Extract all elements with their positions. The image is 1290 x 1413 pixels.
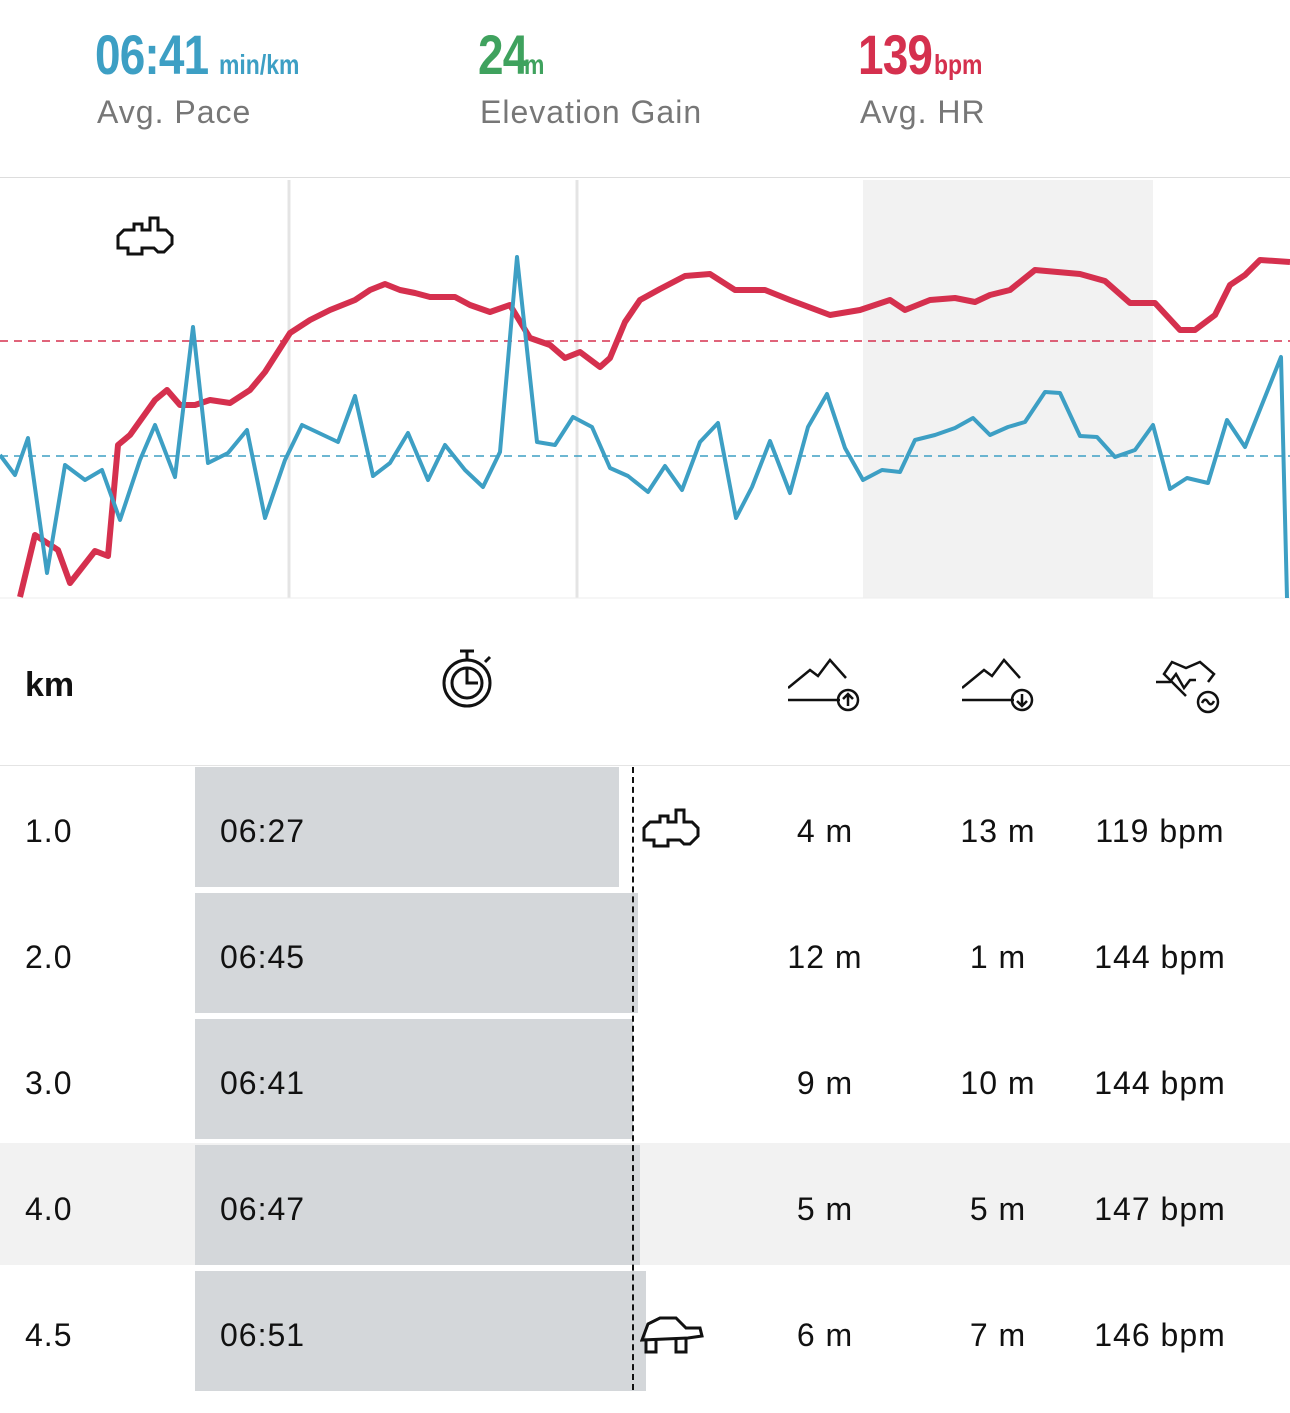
table-cell: 119 bpm	[1095, 813, 1225, 849]
table-cell: 3.0	[25, 1065, 73, 1101]
stat-value: 24	[478, 23, 528, 86]
table-cell: 9 m	[796, 1065, 854, 1101]
fastest-icon	[642, 808, 700, 848]
table-cell: 13 m	[960, 813, 1036, 849]
ascent-icon	[788, 658, 860, 712]
stat-unit: min/km	[219, 49, 300, 80]
time-icon	[442, 649, 492, 708]
table-cell: 5 m	[969, 1191, 1027, 1227]
descent-icon	[962, 658, 1034, 712]
table-cell: 7 m	[969, 1317, 1027, 1353]
table-cell: 4.5	[25, 1317, 73, 1353]
pace-bar	[195, 1145, 640, 1265]
average-pace-marker	[632, 767, 634, 1390]
table-cell: 06:45	[220, 939, 306, 975]
stat-value-line: 139bpm	[858, 22, 994, 87]
table-cell: 2.0	[25, 939, 73, 975]
pace-line	[0, 255, 1289, 599]
table-cell: 06:27	[220, 813, 306, 849]
pace-bar	[195, 767, 619, 887]
table-cell: 146 bpm	[1094, 1317, 1226, 1353]
table-cell: 06:41	[220, 1065, 306, 1101]
table-cell: 06:51	[220, 1317, 306, 1353]
stat-label: Elevation Gain	[480, 94, 703, 130]
stat-unit: m	[524, 49, 545, 80]
table-cell: 1 m	[969, 939, 1027, 975]
stat-unit: bpm	[934, 49, 983, 80]
pace-bar	[195, 1271, 646, 1391]
table-cell: 4.0	[25, 1191, 73, 1227]
stat-value: 06:41	[95, 23, 209, 86]
stat-value-line: 24m	[478, 22, 549, 87]
km-header: km	[25, 666, 75, 704]
table-cell: 06:47	[220, 1191, 306, 1227]
stat-label: Avg. HR	[860, 94, 986, 130]
slowest-icon	[640, 1316, 704, 1354]
pace-hr-chart	[0, 180, 1290, 599]
rabbit-icon	[116, 216, 174, 256]
highlight-band	[863, 180, 1153, 598]
stat: 06:41 min/km Avg. Pace	[95, 22, 317, 142]
table-cell: 6 m	[796, 1317, 854, 1353]
stat-value-line: 06:41 min/km	[95, 22, 317, 87]
table-cell: 12 m	[787, 939, 863, 975]
hr-line	[17, 257, 1290, 598]
stat: 24m Elevation Gain	[478, 22, 701, 142]
table-cell: 5 m	[796, 1191, 854, 1227]
table-cell: 1.0	[25, 813, 73, 849]
pace-bar	[195, 893, 638, 1013]
table-cell: 10 m	[960, 1065, 1036, 1101]
divider	[0, 765, 1290, 766]
stat-value: 139	[858, 23, 933, 86]
heart-rate-icon	[1156, 660, 1220, 714]
table-cell: 144 bpm	[1094, 1065, 1226, 1101]
stat: 139bpm Avg. HR	[858, 22, 994, 142]
table-cell: 4 m	[796, 813, 854, 849]
divider	[0, 177, 1290, 178]
table-cell: 144 bpm	[1094, 939, 1226, 975]
pace-bar	[195, 1019, 633, 1139]
stat-label: Avg. Pace	[97, 94, 252, 130]
table-cell: 147 bpm	[1094, 1191, 1226, 1227]
